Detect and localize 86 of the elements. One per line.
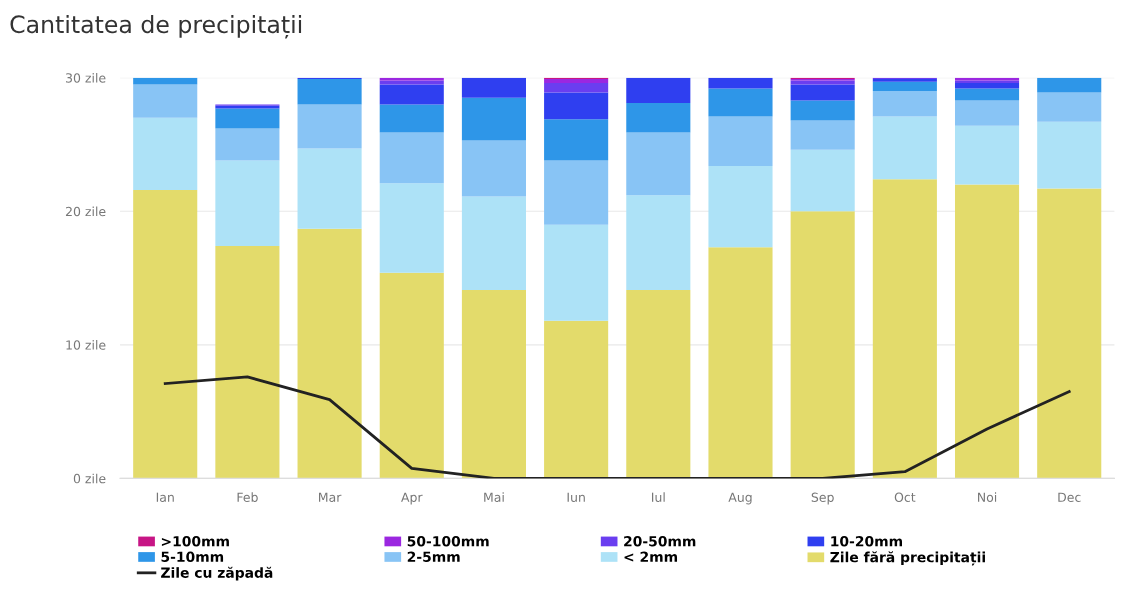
x-tick-label: Iul [652, 492, 665, 502]
bar [790, 149, 855, 212]
x-tick-label: Noi [978, 492, 997, 502]
bar [544, 160, 609, 225]
bar [790, 80, 855, 85]
x-tick-label: Ian [156, 492, 174, 502]
bar [708, 247, 773, 479]
bar [461, 290, 526, 479]
bar [379, 183, 444, 273]
bar [872, 116, 937, 180]
bar [1037, 188, 1102, 479]
legend-label: >100mm [161, 536, 229, 547]
y-tick-label: 20 zile [65, 206, 106, 217]
bar [544, 92, 609, 120]
bar [790, 84, 855, 101]
bar [954, 83, 1020, 89]
bar [544, 224, 609, 321]
y-tick-label: 10 zile [66, 340, 106, 350]
bar [215, 246, 280, 479]
legend-label: Zile cu zăpadă [161, 566, 273, 581]
bar [297, 228, 362, 479]
bar [790, 100, 855, 121]
bar [954, 100, 1020, 126]
y-tick-label: 30 zile [66, 72, 106, 83]
bar [215, 128, 280, 161]
bar [872, 179, 937, 479]
x-tick-label: Feb [237, 492, 258, 502]
legend-label: Zile fără precipitații [830, 551, 985, 566]
y-tick-label: 0 zile [73, 473, 106, 484]
bar [461, 196, 526, 291]
bar [379, 132, 444, 184]
bar [626, 195, 691, 291]
x-tick-label: Apr [401, 492, 423, 505]
bar [297, 79, 362, 105]
bar [790, 211, 855, 479]
bar [461, 97, 526, 141]
x-tick-label: Iun [567, 492, 585, 502]
x-tick-label: Aug [728, 492, 752, 505]
bar [708, 165, 773, 248]
x-tick-label: Mar [319, 492, 342, 502]
bar [215, 108, 280, 129]
bar [379, 80, 444, 85]
x-tick-label: Dec [1058, 492, 1081, 502]
bar [379, 84, 444, 105]
bar [954, 184, 1020, 479]
legend-label: 2-5mm [407, 551, 460, 563]
legend-label: 10-20mm [831, 536, 902, 547]
bar [461, 77, 526, 98]
bar [1037, 121, 1102, 189]
bar [461, 140, 526, 197]
bar [872, 91, 937, 117]
bar [379, 104, 444, 133]
legend-label: < 2mm [624, 551, 678, 562]
bar [133, 77, 198, 85]
bar [133, 117, 198, 190]
bar [708, 116, 773, 166]
bar [626, 290, 691, 479]
bar [544, 79, 609, 84]
legend-label: 5-10mm [161, 551, 224, 563]
bar [954, 125, 1020, 185]
x-tick-label: Oct [894, 492, 916, 502]
x-tick-label: Mai [484, 492, 504, 502]
bar [1037, 92, 1102, 122]
bar [544, 119, 609, 161]
x-tick-label: Sep [811, 492, 834, 505]
bar [133, 189, 198, 479]
bar [215, 160, 280, 247]
bar [379, 272, 444, 479]
bar [297, 104, 362, 149]
bar [133, 84, 198, 118]
bar [708, 77, 773, 89]
bar [954, 88, 1020, 101]
bar [708, 88, 773, 117]
bar [1037, 77, 1102, 93]
bar [626, 132, 691, 196]
legend-label: 20-50mm [624, 536, 696, 547]
chart-title: Cantitatea de precipitații [10, 14, 302, 39]
bar [544, 320, 609, 479]
bar [626, 103, 691, 133]
bar [872, 81, 937, 92]
bar [790, 120, 855, 150]
bar [297, 148, 362, 229]
bar [626, 77, 691, 104]
legend-label: 50-100mm [407, 536, 489, 547]
line-series [163, 375, 1071, 479]
bar [544, 83, 609, 93]
